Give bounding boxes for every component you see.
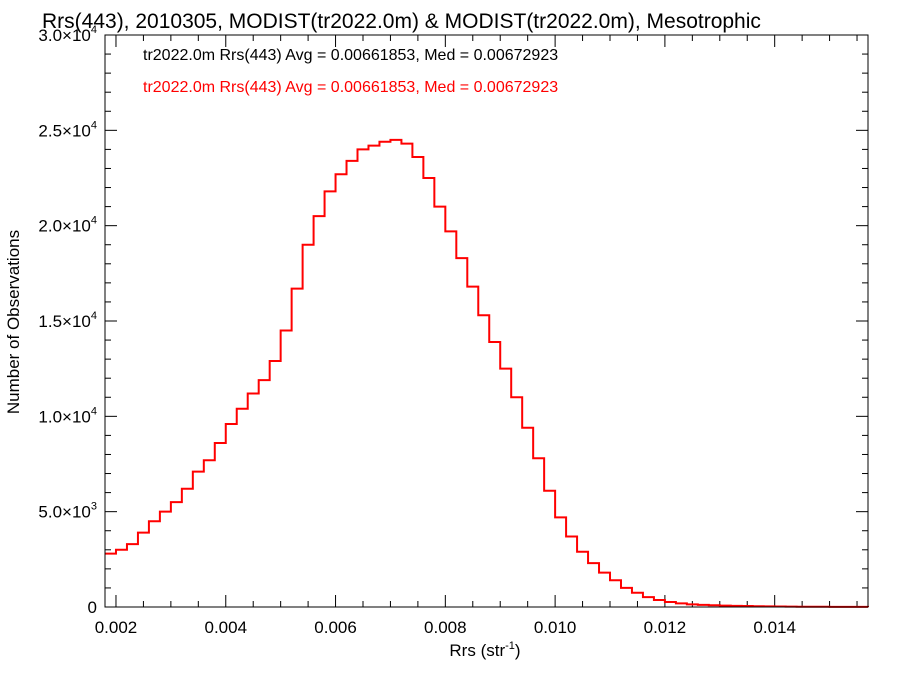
histogram-series-line bbox=[105, 138, 869, 608]
y-axis-label: Number of Observations bbox=[4, 230, 23, 414]
axis-ticks bbox=[105, 34, 868, 608]
x-tick-label: 0.010 bbox=[534, 618, 577, 637]
x-tick-label: 0.006 bbox=[314, 618, 357, 637]
y-tick-label: 2.0×104 bbox=[38, 215, 97, 236]
y-tick-label: 3.0×104 bbox=[38, 24, 97, 45]
x-tick-label: 0.008 bbox=[424, 618, 467, 637]
y-tick-label: 2.5×104 bbox=[38, 119, 97, 140]
plot-frame bbox=[104, 34, 869, 608]
legend: tr2022.0m Rrs(443) Avg = 0.00661853, Med… bbox=[143, 47, 558, 96]
x-tick-label: 0.002 bbox=[95, 618, 138, 637]
y-tick-label: 5.0×103 bbox=[38, 501, 97, 522]
x-tick-label: 0.004 bbox=[204, 618, 247, 637]
x-tick-label: 0.014 bbox=[753, 618, 796, 637]
y-tick-label: 1.0×104 bbox=[38, 405, 97, 426]
y-tick-label: 0 bbox=[88, 598, 97, 617]
legend-entry-red: tr2022.0m Rrs(443) Avg = 0.00661853, Med… bbox=[143, 79, 558, 96]
x-axis-label: Rrs (str-1) bbox=[449, 640, 520, 660]
y-tick-label: 1.5×104 bbox=[38, 310, 97, 331]
chart-title: Rrs(443), 2010305, MODIST(tr2022.0m) & M… bbox=[42, 10, 761, 33]
tick-labels: 0.002 0.004 0.006 0.008 0.010 0.012 0.014 0 5.0×… bbox=[38, 24, 796, 637]
x-tick-label: 0.012 bbox=[644, 618, 687, 637]
legend-entry-black: tr2022.0m Rrs(443) Avg = 0.00661853, Med… bbox=[143, 47, 558, 64]
